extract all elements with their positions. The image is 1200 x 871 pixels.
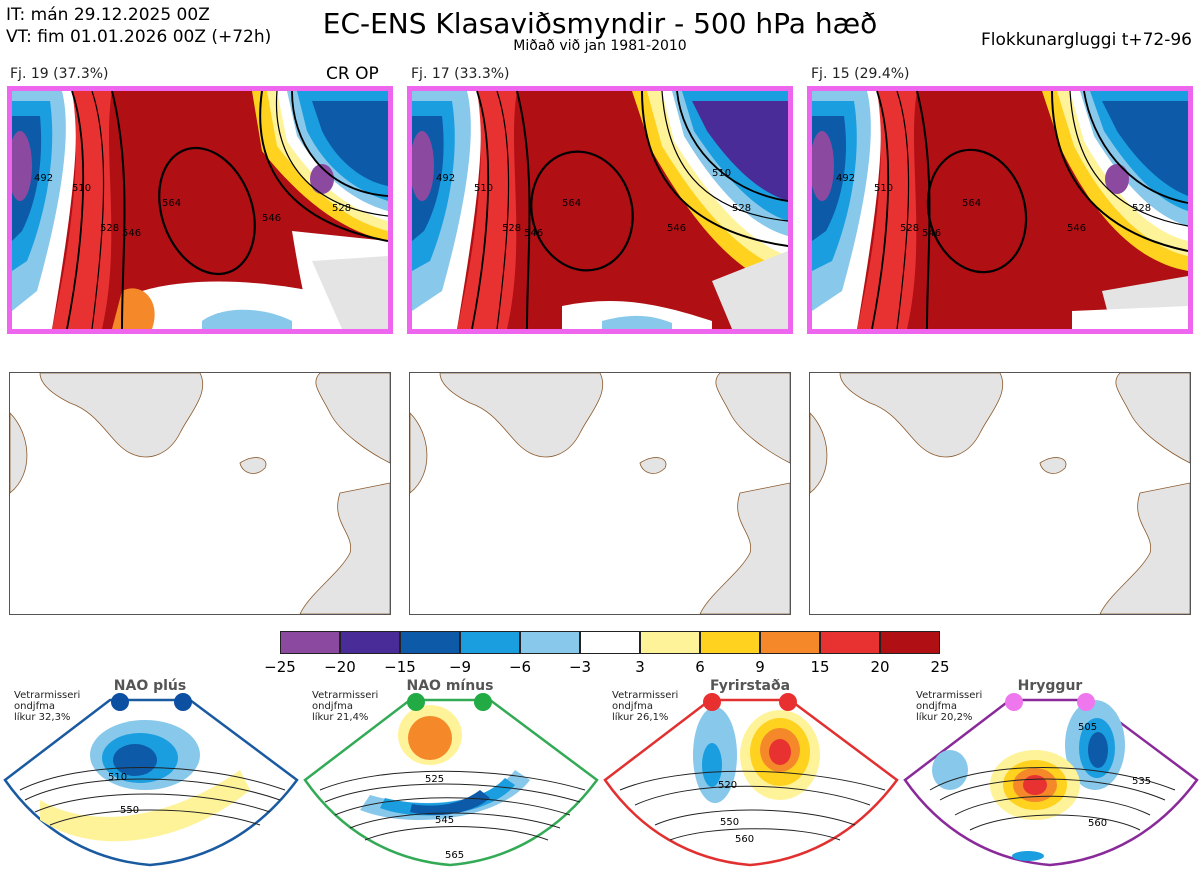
colorbar-cell — [520, 631, 580, 654]
contour-label: 528 — [332, 203, 351, 214]
contour-label: 546 — [524, 228, 543, 239]
contour-label: 564 — [162, 198, 181, 209]
contour-label: 492 — [436, 173, 455, 184]
colorbar-cell — [760, 631, 820, 654]
header-info: IT: mán 29.12.2025 00Z VT: fim 01.01.202… — [6, 4, 271, 48]
colorbar: −25 −20 −15 −9 −6 −3 3 6 9 15 20 25 — [264, 631, 950, 679]
contour-label: 546 — [1067, 223, 1086, 234]
colorbar-cell — [580, 631, 640, 654]
regime-ridge[interactable]: Vetrarmisseri ondjfma líkur 20,2% Hryggur … — [900, 678, 1200, 871]
contour-label: 535 — [1132, 776, 1151, 787]
page-subtitle: Miðað við jan 1981-2010 — [513, 38, 687, 54]
colorbar-tick: −3 — [568, 658, 592, 676]
colorbar-cell — [280, 631, 340, 654]
colorbar-tick: 9 — [755, 658, 765, 676]
regime-note: Vetrarmisseri ondjfma líkur 26,1% — [612, 690, 679, 723]
coastline-map-3 — [810, 373, 1190, 614]
contour-label: 550 — [120, 805, 139, 816]
regime-nao-minus[interactable]: Vetrarmisseri ondjfma líkur 21,4% NAO mínu… — [300, 678, 600, 871]
colorbar-cell — [820, 631, 880, 654]
anomaly-field-1: 492 510 528 546 564 546 528 — [12, 91, 388, 329]
colorbar-tick: −25 — [264, 658, 296, 676]
colorbar-tick: −9 — [448, 658, 472, 676]
contour-label: 528 — [900, 223, 919, 234]
regime-map: 510 550 — [3, 693, 299, 867]
regime-map: 520 550 560 — [603, 693, 899, 867]
colorbar-tick: −6 — [508, 658, 532, 676]
regime-nao-plus[interactable]: Vetrarmisseri ondjfma líkur 32,3% NAO plús… — [0, 678, 300, 871]
contour-label: 520 — [718, 780, 737, 791]
cluster-label-2: Fj. 17 (33.3%) — [411, 66, 510, 82]
colorbar-cell — [700, 631, 760, 654]
regime-title: NAO mínus — [406, 678, 494, 694]
cluster-map-1[interactable]: 492 510 528 546 564 546 528 — [7, 86, 393, 334]
colorbar-tick: 3 — [635, 658, 645, 676]
classification-window: Flokkunargluggi t+72-96 — [980, 30, 1192, 50]
anomaly-field-2: 492 510 528 546 564 546 528 510 — [412, 91, 788, 329]
contour-label: 564 — [962, 198, 981, 209]
contour-label: 550 — [720, 817, 739, 828]
contour-label: 565 — [445, 850, 464, 861]
colorbar-cell — [460, 631, 520, 654]
regime-note: Vetrarmisseri ondjfma líkur 20,2% — [916, 690, 983, 723]
contour-label: 560 — [1088, 818, 1107, 829]
land-map-1[interactable] — [9, 372, 391, 615]
coastline-map-2 — [410, 373, 790, 614]
contour-label: 525 — [425, 774, 444, 785]
coastline-map-1 — [10, 373, 390, 614]
colorbar-cell — [340, 631, 400, 654]
colorbar-tick: −20 — [324, 658, 356, 676]
contour-label: 564 — [562, 198, 581, 209]
contour-label: 510 — [108, 772, 127, 783]
contour-label: 528 — [502, 223, 521, 234]
contour-label: 528 — [1132, 203, 1151, 214]
contour-label: 528 — [100, 223, 119, 234]
initial-time: IT: mán 29.12.2025 00Z — [6, 5, 210, 25]
colorbar-cell — [880, 631, 940, 654]
colorbar-cell — [640, 631, 700, 654]
contour-label: 505 — [1078, 722, 1097, 733]
colorbar-tick: 25 — [930, 658, 950, 676]
regime-note: Vetrarmisseri ondjfma líkur 32,3% — [14, 690, 81, 723]
colorbar-cell — [400, 631, 460, 654]
regime-blocking[interactable]: Vetrarmisseri ondjfma líkur 26,1% Fyrirsta… — [600, 678, 900, 871]
cluster-map-3[interactable]: 492 510 528 546 564 546 528 — [807, 86, 1193, 334]
cluster-label-1: Fj. 19 (37.3%) — [10, 66, 109, 82]
anomaly-field-3: 492 510 528 546 564 546 528 — [812, 91, 1188, 329]
land-map-2[interactable] — [409, 372, 791, 615]
contour-label: 546 — [262, 213, 281, 224]
colorbar-tick: 15 — [810, 658, 830, 676]
contour-label: 528 — [732, 203, 751, 214]
page-title: EC-ENS Klasaviðsmyndir - 500 hPa hæð — [322, 7, 878, 40]
regime-title: Hryggur — [1017, 678, 1083, 694]
land-map-3[interactable] — [809, 372, 1191, 615]
contour-label: 546 — [922, 228, 941, 239]
colorbar-tick: −15 — [384, 658, 416, 676]
contour-label: 546 — [122, 228, 141, 239]
contour-label: 510 — [874, 183, 893, 194]
contour-label: 510 — [474, 183, 493, 194]
regime-map: 505 535 560 — [903, 693, 1199, 867]
colorbar-tick: 20 — [870, 658, 890, 676]
regime-map: 525 545 565 — [303, 693, 599, 867]
contour-label: 510 — [72, 183, 91, 194]
cluster-map-2[interactable]: 492 510 528 546 564 546 528 510 — [407, 86, 793, 334]
cluster-label-3: Fj. 15 (29.4%) — [811, 66, 910, 82]
regime-title: NAO plús — [113, 678, 187, 694]
regime-note: Vetrarmisseri ondjfma líkur 21,4% — [312, 690, 379, 723]
contour-label: 546 — [667, 223, 686, 234]
regime-title: Fyrirstaða — [709, 678, 791, 694]
contour-label: 492 — [34, 173, 53, 184]
contour-label: 545 — [435, 815, 454, 826]
contour-label: 560 — [735, 834, 754, 845]
contour-label: 492 — [836, 173, 855, 184]
valid-time: VT: fim 01.01.2026 00Z (+72h) — [6, 27, 272, 47]
colorbar-tick: 6 — [695, 658, 705, 676]
contour-label: 510 — [712, 168, 731, 179]
cluster-tag-1: CR OP — [326, 64, 379, 84]
